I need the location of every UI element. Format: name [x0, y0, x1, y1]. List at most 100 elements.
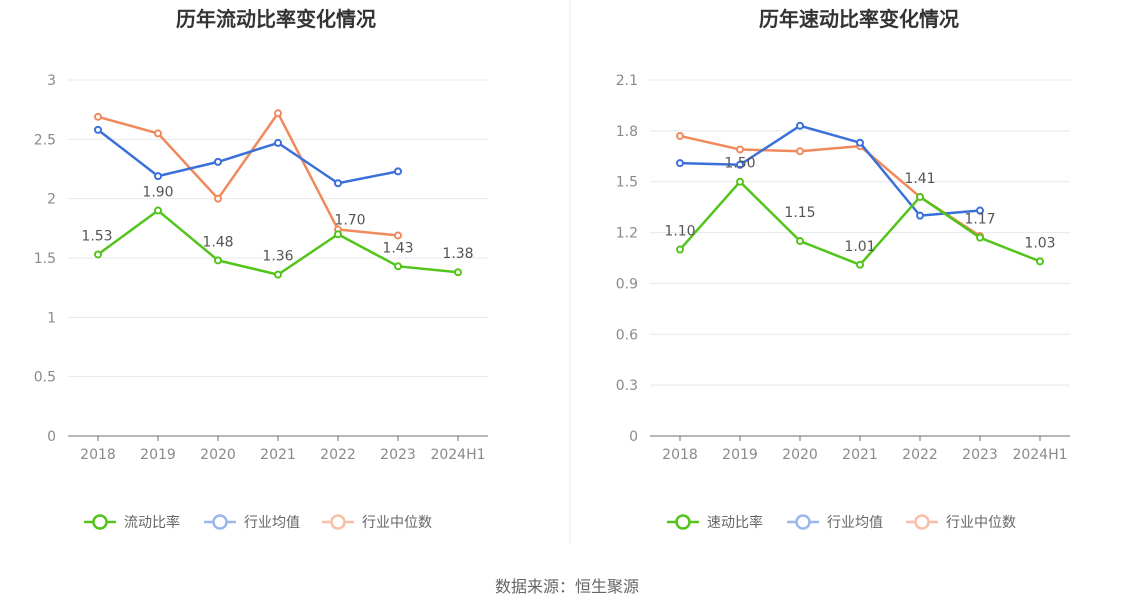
data-point[interactable] [274, 270, 282, 279]
x-tick-label: 2024H1 [430, 447, 485, 463]
x-tick-label: 2021 [260, 447, 296, 463]
data-point[interactable] [916, 192, 924, 201]
series-line-2 [97, 111, 399, 237]
data-label: 1.41 [904, 171, 935, 187]
data-label: 1.90 [142, 185, 173, 201]
data-point[interactable] [916, 211, 924, 220]
data-point[interactable] [796, 147, 804, 156]
legend-marker-icon [330, 514, 346, 530]
x-tick-label: 2023 [962, 447, 998, 463]
legend-marker-icon [212, 514, 228, 530]
data-source: 数据来源：恒生聚源 [495, 577, 639, 596]
data-point[interactable] [454, 268, 462, 277]
data-point[interactable] [94, 112, 102, 121]
x-tick-label: 2021 [842, 447, 878, 463]
x-tick-label: 2018 [662, 447, 698, 463]
legend-marker-icon [675, 514, 691, 530]
x-tick-label: 2022 [320, 447, 356, 463]
data-point[interactable] [394, 262, 402, 271]
data-point[interactable] [334, 179, 342, 188]
y-tick-label: 1.5 [616, 175, 638, 191]
y-tick-label: 1.8 [616, 124, 638, 140]
data-point[interactable] [856, 260, 864, 269]
data-point[interactable] [334, 230, 342, 239]
legend-label: 行业均值 [827, 515, 883, 531]
current-ratio-chart: 历年流动比率变化情况 0 0.5 1 1.5 2 2.5 3 2018 2019 2020 2021… [34, 7, 488, 531]
y-tick-label: 0 [629, 429, 638, 445]
data-point[interactable] [274, 138, 282, 147]
legend-label: 速动比率 [707, 514, 763, 531]
data-point[interactable] [214, 194, 222, 203]
x-tick-label: 2020 [200, 447, 236, 463]
y-tick-label: 0.3 [616, 378, 638, 394]
data-point[interactable] [856, 138, 864, 147]
y-tick-label: 2.1 [616, 73, 638, 89]
y-tick-label: 1 [47, 310, 56, 326]
data-point[interactable] [214, 256, 222, 265]
legend-item[interactable]: 行业均值 [204, 514, 300, 531]
data-label: 1.43 [382, 240, 413, 256]
x-tick-label: 2023 [380, 447, 416, 463]
x-tick-label: 2020 [782, 447, 818, 463]
data-point[interactable] [736, 145, 744, 154]
y-tick-label: 0.5 [34, 370, 56, 386]
data-point[interactable] [976, 206, 984, 215]
x-tick-label: 2018 [80, 447, 116, 463]
x-tick-label: 2022 [902, 447, 938, 463]
series-line-1 [679, 124, 981, 217]
data-point[interactable] [154, 129, 162, 138]
data-point[interactable] [976, 233, 984, 242]
x-tick-label: 2019 [140, 447, 176, 463]
legend-marker-icon [795, 514, 811, 530]
y-tick-label: 1.5 [34, 251, 56, 267]
legend-item[interactable]: 行业中位数 [906, 514, 1016, 531]
data-point[interactable] [736, 177, 744, 186]
legend-label: 行业均值 [244, 515, 300, 531]
data-point[interactable] [154, 206, 162, 215]
legend-item[interactable]: 流动比率 [84, 514, 180, 531]
data-label: 1.53 [81, 228, 112, 244]
legend-item[interactable]: 速动比率 [667, 514, 763, 531]
data-point[interactable] [1036, 257, 1044, 266]
data-point[interactable] [214, 157, 222, 166]
data-label: 1.50 [724, 156, 755, 172]
data-label: 1.70 [334, 212, 365, 228]
y-tick-label: 2.5 [34, 132, 56, 148]
data-point[interactable] [154, 172, 162, 181]
data-point[interactable] [736, 160, 744, 169]
legend-label: 行业中位数 [362, 515, 432, 531]
data-point[interactable] [274, 109, 282, 118]
data-point[interactable] [676, 131, 684, 140]
data-point[interactable] [94, 250, 102, 259]
legend-label: 行业中位数 [946, 515, 1016, 531]
quick-ratio-chart: 历年速动比率变化情况 0 0.3 0.6 0.9 1.2 1.5 1.8 2.1 2018 201… [616, 7, 1070, 531]
data-point[interactable] [796, 237, 804, 246]
y-tick-label: 2 [47, 192, 56, 208]
y-tick-label: 3 [47, 73, 56, 89]
data-label: 1.15 [784, 205, 815, 221]
chart-title: 历年速动比率变化情况 [759, 7, 959, 31]
data-label: 1.48 [202, 234, 233, 250]
legend-label: 流动比率 [124, 514, 180, 531]
y-tick-label: 0.6 [616, 327, 638, 343]
data-point[interactable] [394, 231, 402, 240]
data-label: 1.38 [442, 246, 473, 262]
chart-title: 历年流动比率变化情况 [176, 7, 376, 31]
data-label: 1.36 [262, 249, 293, 265]
series-line-1 [97, 128, 399, 185]
data-point[interactable] [676, 159, 684, 168]
data-label: 1.03 [1024, 235, 1055, 251]
legend-item[interactable]: 行业均值 [787, 514, 883, 531]
y-tick-label: 0 [47, 429, 56, 445]
legend-item[interactable]: 行业中位数 [322, 514, 432, 531]
data-point[interactable] [796, 121, 804, 130]
y-tick-label: 0.9 [616, 276, 638, 292]
x-tick-label: 2019 [722, 447, 758, 463]
legend-marker-icon [92, 514, 108, 530]
data-label: 1.10 [664, 224, 695, 240]
data-point[interactable] [94, 125, 102, 134]
data-point[interactable] [676, 245, 684, 254]
x-tick-label: 2024H1 [1012, 447, 1067, 463]
data-point[interactable] [394, 167, 402, 176]
